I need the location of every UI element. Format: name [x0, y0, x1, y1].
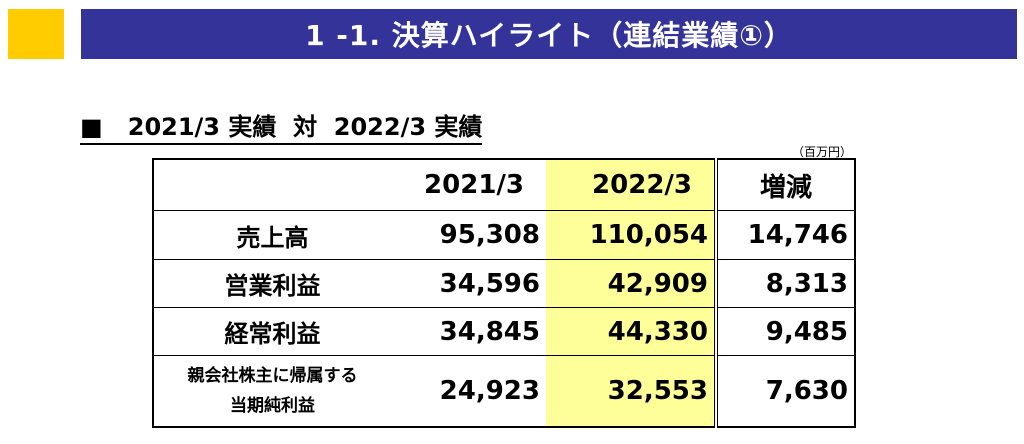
value-diff: 9,485 [714, 307, 855, 356]
slide-title: 1 -1. 決算ハイライト（連結業績①） [305, 19, 793, 52]
value-fy2021: 34,596 [391, 259, 546, 308]
unit-label: （百万円） [792, 145, 853, 159]
row-label: 営業利益 [153, 259, 391, 308]
value-diff: 8,313 [714, 259, 855, 308]
value-fy2022: 110,054 [546, 210, 716, 260]
row-label: 経常利益 [153, 307, 391, 356]
table-row: 営業利益 34,596 42,909 8,313 [153, 259, 855, 308]
row-label: 売上高 [153, 210, 391, 260]
table-row: 売上高 95,308 110,054 14,746 [153, 210, 855, 260]
value-fy2022: 32,553 [546, 355, 716, 427]
row-label-line1: 親会社株主に帰属する [187, 366, 358, 386]
header-fy2022: 2022/3 [546, 159, 716, 211]
value-fy2021: 24,923 [439, 376, 540, 406]
value-fy2022: 42,909 [546, 259, 716, 308]
header-fy2021: 2021/3 [391, 159, 546, 211]
row-label: 親会社株主に帰属する 当期純利益 [153, 356, 391, 428]
value-diff: 7,630 [714, 355, 855, 427]
header-diff: 増減 [714, 159, 855, 211]
section-subtitle: ■ 2021/3 実績 対 2022/3 実績 [80, 107, 483, 145]
header-blank-cell [153, 159, 391, 211]
value-fy2021: 95,308 [391, 210, 546, 260]
table-row: 経常利益 34,845 44,330 9,485 [153, 307, 855, 356]
slide-title-bar: 1 -1. 決算ハイライト（連結業績①） [81, 9, 1017, 59]
table-row: 親会社株主に帰属する 当期純利益 24,923 32,553 7,630 [153, 355, 855, 428]
accent-square [8, 9, 64, 59]
table-header-row: 2021/3 2022/3 増減 [153, 159, 855, 211]
value-diff: 14,746 [714, 210, 855, 260]
row-label-line2: 当期純利益 [230, 396, 315, 416]
value-fy2022: 44,330 [546, 307, 716, 356]
results-table: 2021/3 2022/3 増減 売上高 95,308 110,054 14,7… [152, 158, 856, 428]
value-fy2021: 34,845 [391, 307, 546, 356]
